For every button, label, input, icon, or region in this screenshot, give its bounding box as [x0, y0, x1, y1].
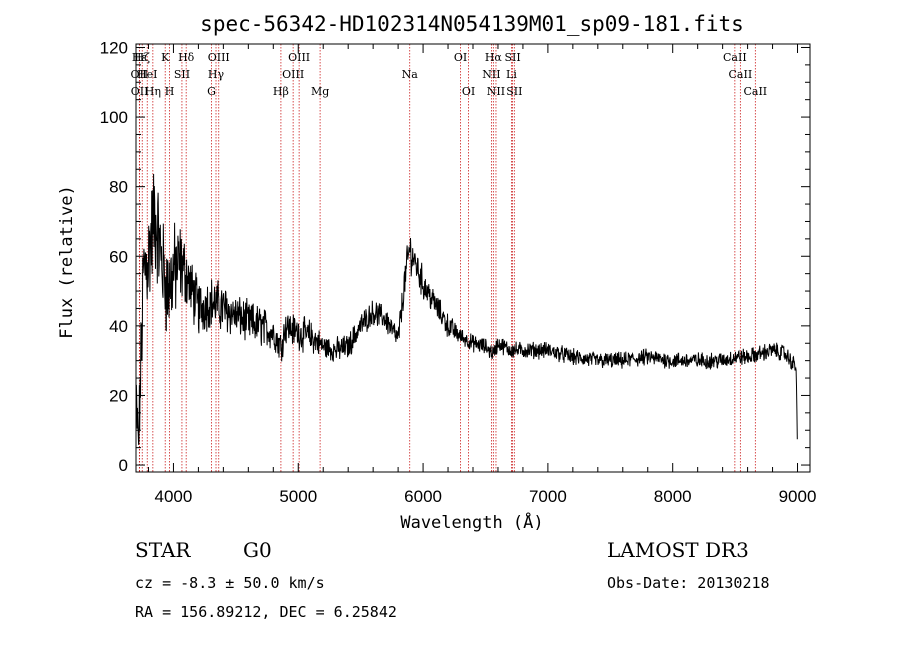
line-label-10: OIII: [208, 51, 230, 64]
line-label-15: OIII: [282, 68, 304, 81]
x-tick-label: 7000: [529, 487, 567, 506]
line-label-12: G: [207, 85, 216, 98]
redshift-text: cz = -8.3 ± 50.0 km/s: [135, 574, 325, 592]
line-label-14: OIII: [288, 51, 310, 64]
axis-ticks: [136, 44, 810, 472]
y-tick-label: 120: [100, 38, 128, 57]
x-tick-labels: 4000 5000 6000 7000 8000 9000: [155, 487, 817, 506]
line-label-17: Na: [402, 68, 419, 81]
line-label-4: HeI: [137, 68, 157, 81]
line-label-3: Hζ: [134, 51, 150, 64]
coordinates-text: RA = 156.89212, DEC = 6.25842: [135, 603, 397, 621]
survey-label: LAMOST DR3: [607, 538, 749, 562]
x-tick-label: 4000: [155, 487, 193, 506]
x-tick-label: 8000: [654, 487, 692, 506]
y-axis-label: Flux (relative): [57, 185, 77, 339]
y-tick-label: 60: [109, 247, 128, 266]
line-label-5: Hη: [145, 85, 161, 98]
spectrum-line: [135, 173, 798, 445]
line-label-18: OI: [454, 51, 467, 64]
y-tick-label: 100: [100, 108, 128, 127]
line-label-16: Mg: [311, 85, 329, 98]
object-subclass: G0: [243, 538, 272, 562]
x-tick-label: 5000: [279, 487, 317, 506]
line-label-11: Hγ: [208, 68, 225, 81]
line-label-20: Hα: [485, 51, 503, 64]
line-label-25: SII: [506, 85, 522, 98]
obs-date-text: Obs-Date: 20130218: [607, 574, 770, 592]
line-label-7: SII: [174, 68, 190, 81]
line-label-19: OI: [462, 85, 475, 98]
chart-title: spec-56342-HD102314N054139M01_sp09-181.f…: [200, 12, 744, 36]
x-axis-label: Wavelength (Å): [400, 511, 543, 533]
y-tick-label: 20: [109, 386, 128, 405]
x-tick-label: 6000: [404, 487, 442, 506]
x-tick-label: 9000: [779, 487, 817, 506]
line-label-28: CaII: [743, 85, 767, 98]
line-label-27: CaII: [729, 68, 753, 81]
line-label-9: Hδ: [178, 51, 195, 64]
line-label-24: Li: [506, 68, 517, 81]
line-label-6: K: [161, 51, 170, 64]
line-label-2: OII: [131, 85, 149, 98]
line-label-1: OII: [131, 68, 149, 81]
line-label-8: H: [165, 85, 175, 98]
plot-frame: [135, 43, 811, 473]
y-tick-label: 40: [109, 317, 128, 336]
y-tick-labels: 0 20 40 60 80 100 120: [100, 38, 128, 475]
line-label-23: SII: [504, 51, 520, 64]
line-label-22: NII: [487, 85, 505, 98]
object-class: STAR: [135, 538, 191, 562]
y-tick-label: 80: [109, 178, 128, 197]
line-label-26: CaII: [723, 51, 747, 64]
line-label-13: Hβ: [273, 85, 289, 98]
spectral-line-markers: [138, 44, 756, 472]
y-tick-label: 0: [119, 456, 128, 475]
line-label-21: NII: [482, 68, 500, 81]
